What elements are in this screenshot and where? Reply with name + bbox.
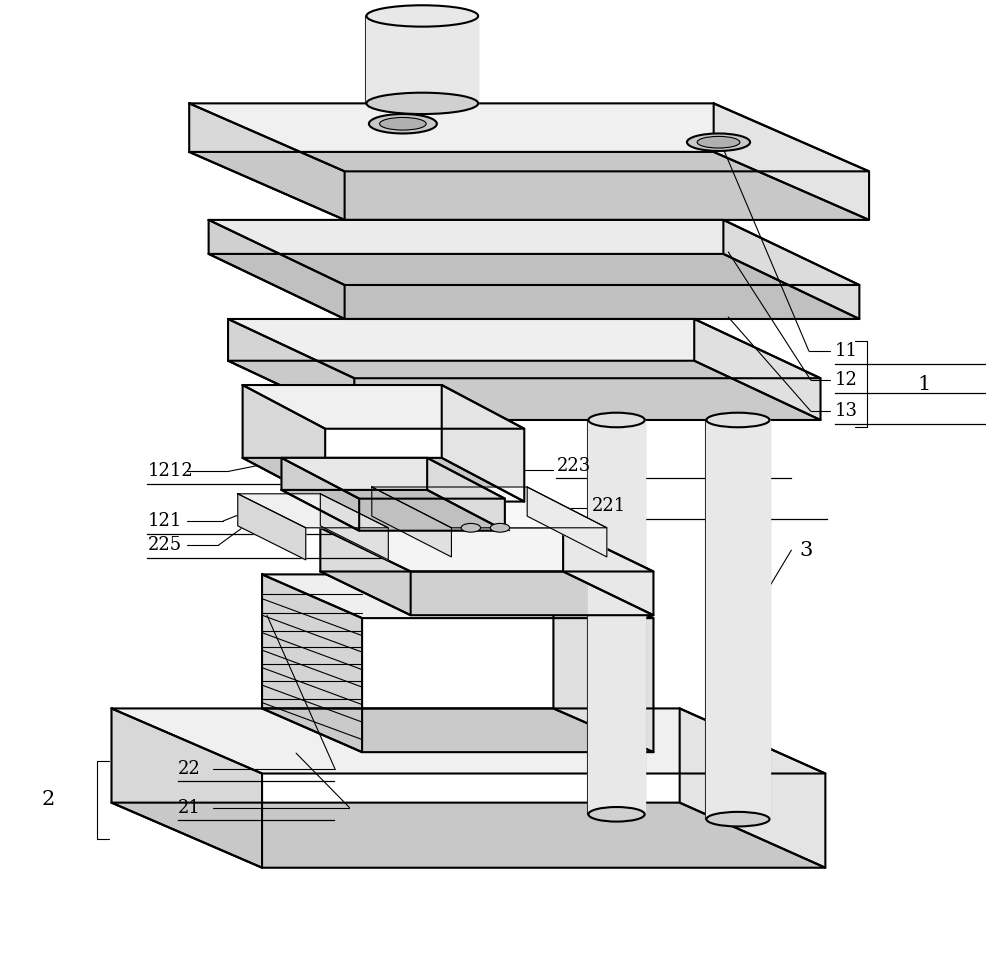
Polygon shape	[427, 458, 505, 531]
Ellipse shape	[369, 114, 437, 133]
Polygon shape	[694, 318, 821, 420]
Polygon shape	[209, 220, 859, 285]
Text: 13: 13	[835, 402, 858, 420]
Text: 121: 121	[147, 512, 182, 530]
Polygon shape	[262, 575, 362, 752]
Polygon shape	[112, 708, 262, 868]
Text: 1212: 1212	[147, 463, 193, 480]
Text: 11: 11	[835, 342, 858, 360]
Polygon shape	[209, 220, 345, 318]
Polygon shape	[262, 575, 653, 618]
Ellipse shape	[706, 812, 770, 827]
Polygon shape	[189, 103, 869, 171]
Polygon shape	[228, 360, 821, 420]
Text: 225: 225	[147, 537, 182, 554]
Polygon shape	[706, 420, 770, 819]
Ellipse shape	[366, 5, 478, 26]
Text: 22: 22	[178, 760, 200, 777]
Polygon shape	[553, 575, 653, 752]
Text: 2: 2	[42, 790, 55, 809]
Ellipse shape	[697, 136, 740, 148]
Polygon shape	[366, 16, 478, 103]
Polygon shape	[372, 487, 451, 557]
Polygon shape	[527, 487, 607, 557]
Polygon shape	[243, 385, 524, 429]
Polygon shape	[281, 490, 505, 531]
Polygon shape	[243, 458, 524, 502]
Polygon shape	[680, 708, 825, 868]
Polygon shape	[189, 152, 869, 220]
Ellipse shape	[687, 133, 750, 151]
Polygon shape	[320, 494, 388, 560]
Ellipse shape	[588, 807, 645, 822]
Polygon shape	[320, 528, 411, 616]
Text: 21: 21	[178, 799, 200, 816]
Polygon shape	[372, 487, 607, 528]
Polygon shape	[238, 494, 388, 528]
Text: 223: 223	[556, 457, 591, 474]
Text: 3: 3	[799, 541, 813, 560]
Polygon shape	[112, 708, 825, 773]
Polygon shape	[442, 385, 524, 502]
Ellipse shape	[490, 523, 510, 532]
Polygon shape	[723, 220, 859, 318]
Polygon shape	[238, 494, 306, 560]
Text: 221: 221	[592, 498, 627, 515]
Ellipse shape	[588, 413, 645, 428]
Polygon shape	[320, 528, 653, 572]
Polygon shape	[209, 254, 859, 318]
Polygon shape	[112, 803, 825, 868]
Polygon shape	[320, 572, 653, 616]
Ellipse shape	[706, 413, 770, 428]
Polygon shape	[281, 458, 359, 531]
Polygon shape	[189, 103, 345, 220]
Ellipse shape	[366, 93, 478, 114]
Polygon shape	[228, 318, 821, 378]
Polygon shape	[588, 420, 645, 814]
Polygon shape	[563, 528, 653, 616]
Ellipse shape	[461, 523, 481, 532]
Polygon shape	[281, 458, 505, 499]
Polygon shape	[714, 103, 869, 220]
Polygon shape	[243, 385, 325, 502]
Text: 1: 1	[918, 375, 931, 393]
Polygon shape	[262, 708, 653, 752]
Text: 12: 12	[835, 371, 858, 390]
Polygon shape	[228, 318, 354, 420]
Ellipse shape	[380, 118, 426, 131]
